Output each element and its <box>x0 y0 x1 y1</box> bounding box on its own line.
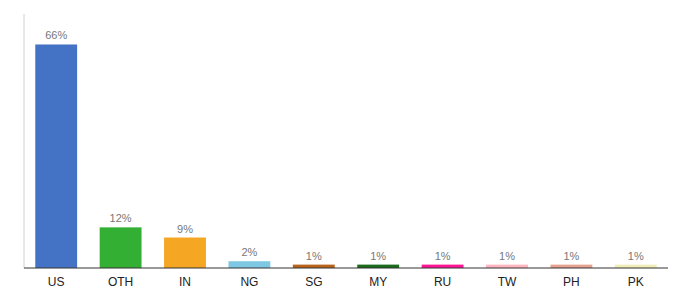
data-label: 12% <box>110 212 132 224</box>
bar <box>164 238 206 268</box>
bar <box>293 265 335 268</box>
x-tick-label: OTH <box>108 275 133 289</box>
y-axis-line <box>24 14 25 268</box>
bar <box>486 265 528 268</box>
data-label: 9% <box>177 223 193 235</box>
data-labels: 66% 12% 9% 2% 1% 1% 1% 1% 1% 1% <box>45 29 644 261</box>
x-tick-label: MY <box>369 275 387 289</box>
x-axis-line <box>24 268 668 269</box>
x-tick-label: IN <box>179 275 191 289</box>
x-tick-labels: US OTH IN NG SG MY RU TW PH PK <box>48 275 644 289</box>
data-label: 1% <box>563 250 579 262</box>
data-label: 1% <box>435 250 451 262</box>
x-tick-label: TW <box>498 275 517 289</box>
x-tick-label: PK <box>628 275 644 289</box>
page: {"chart_data": {"type": "bar", "categori… <box>0 0 680 300</box>
x-tick-label: NG <box>240 275 258 289</box>
bar <box>550 265 592 268</box>
bars <box>35 44 656 268</box>
bar <box>615 265 657 268</box>
bar <box>35 44 77 268</box>
x-tick-label: US <box>48 275 65 289</box>
data-label: 1% <box>306 250 322 262</box>
bar <box>100 227 142 268</box>
x-tick-label: PH <box>563 275 580 289</box>
x-tick-label: RU <box>434 275 451 289</box>
data-label: 1% <box>499 250 515 262</box>
bar <box>228 261 270 268</box>
data-label: 2% <box>241 246 257 258</box>
data-label: 1% <box>628 250 644 262</box>
bar <box>422 265 464 268</box>
chart: US OTH IN NG SG MY RU TW PH PK 66% 12% 9% 2% 1% 1% 1% 1% 1… <box>0 0 680 300</box>
data-label: 66% <box>45 29 67 41</box>
x-tick-label: SG <box>305 275 322 289</box>
bar <box>357 265 399 268</box>
data-label: 1% <box>370 250 386 262</box>
